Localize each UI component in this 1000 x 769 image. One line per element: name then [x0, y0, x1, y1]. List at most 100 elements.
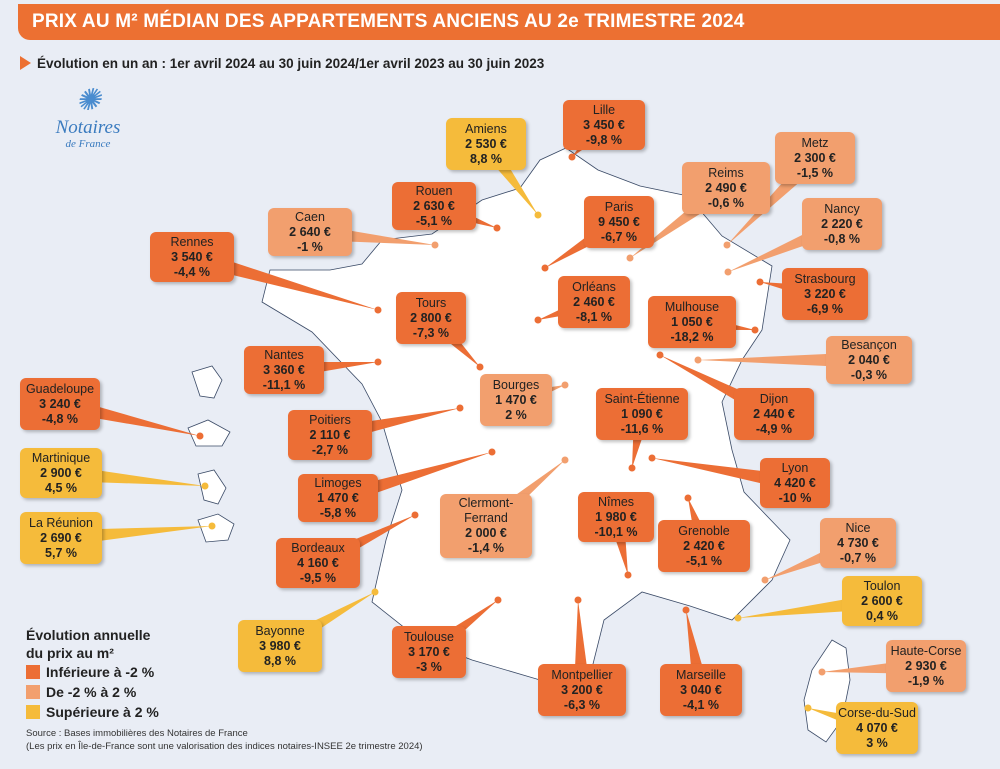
city-price: 2 490 €: [705, 180, 747, 195]
source-line-1: Source : Bases immobilières des Notaires…: [26, 728, 248, 739]
city-name: Nîmes: [597, 494, 635, 509]
city-change: -11,1 %: [262, 377, 306, 392]
city-name: Guadeloupe: [25, 381, 95, 396]
page-title: PRIX AU M² MÉDIAN DES APPARTEMENTS ANCIE…: [18, 4, 1000, 40]
city-change: -0,8 %: [823, 231, 861, 246]
city-dot: [541, 264, 549, 272]
city-change: -10 %: [778, 490, 812, 505]
city-price: 2 220 €: [821, 216, 863, 231]
city-change: -0,7 %: [839, 550, 877, 565]
city-price: 3 170 €: [408, 644, 450, 659]
city-name: Nice: [845, 520, 871, 535]
legend-title-1: Évolution annuelle: [26, 627, 151, 643]
legend-item-inferieure: Inférieure à -2 %: [26, 662, 159, 682]
city-change: -0,3 %: [850, 367, 888, 382]
legend-label: Supérieure à 2 %: [46, 704, 159, 720]
city-callout: Paris 9 450 € -6,7 %: [584, 196, 654, 248]
city-callout: Rennes 3 540 € -4,4 %: [150, 232, 234, 282]
city-callout: Bordeaux 4 160 € -9,5 %: [276, 538, 360, 588]
logo-mark-icon: ✺: [75, 84, 101, 117]
city-callout: Lyon 4 420 € -10 %: [760, 458, 830, 508]
city-price: 1 050 €: [671, 314, 713, 329]
city-dot: [756, 278, 764, 286]
city-dot: [574, 596, 582, 604]
city-price: 3 360 €: [263, 362, 305, 377]
city-price: 2 800 €: [410, 310, 452, 325]
city-price: 2 000 €: [465, 526, 507, 540]
city-dot: [804, 704, 812, 712]
city-dot: [374, 358, 382, 366]
city-name: Rennes: [170, 234, 214, 249]
city-change: -4,1 %: [682, 697, 720, 712]
city-dot: [723, 241, 731, 249]
city-change: 3 %: [866, 735, 888, 750]
subtitle: Évolution en un an : 1er avril 2024 au 3…: [20, 56, 544, 71]
subtitle-text: Évolution en un an : 1er avril 2024 au 3…: [37, 56, 545, 71]
city-price: 1 980 €: [595, 509, 637, 524]
city-change: -0,6 %: [707, 195, 745, 210]
legend-swatch: [26, 665, 40, 679]
city-change: -1,4 %: [467, 541, 505, 555]
city-callout: Limoges 1 470 € -5,8 %: [298, 474, 378, 522]
city-name: Orléans: [572, 279, 616, 294]
city-dot: [493, 224, 501, 232]
city-price: 2 640 €: [289, 224, 331, 239]
city-name: Dijon: [759, 391, 789, 406]
city-dot: [488, 448, 496, 456]
city-change: -4,4 %: [173, 264, 211, 279]
city-change: -10,1 %: [594, 524, 638, 539]
legend-label: De -2 % à 2 %: [46, 684, 137, 700]
city-name: Rouen: [415, 183, 453, 198]
city-name: Besançon: [841, 337, 897, 352]
city-callout: Marseille 3 040 € -4,1 %: [660, 664, 742, 716]
city-change: -11,6 %: [620, 421, 664, 436]
city-change: -7,3 %: [412, 325, 450, 340]
city-callout: Guadeloupe 3 240 € -4,8 %: [20, 378, 100, 430]
city-price: 4 070 €: [856, 720, 898, 735]
city-change: -1,9 %: [907, 673, 945, 688]
city-dot: [724, 268, 732, 276]
city-callout: Mulhouse 1 050 € -18,2 %: [648, 296, 736, 348]
source-line-2: (Les prix en Île-de-France sont une valo…: [26, 741, 423, 752]
reunion-island: [197, 513, 235, 543]
city-dot: [196, 432, 204, 440]
city-callout: Metz 2 300 € -1,5 %: [775, 132, 855, 184]
guadeloupe-island: [187, 365, 231, 447]
city-dot: [374, 306, 382, 314]
city-price: 2 900 €: [40, 465, 82, 480]
city-callout: Toulouse 3 170 € -3 %: [392, 626, 466, 678]
martinique-island: [197, 469, 227, 505]
city-price: 3 040 €: [680, 682, 722, 697]
city-price: 2 930 €: [905, 658, 947, 673]
city-name: Bordeaux: [291, 540, 345, 555]
city-change: 5,7 %: [45, 545, 77, 560]
city-callout: Orléans 2 460 € -8,1 %: [558, 276, 630, 328]
city-name: Mulhouse: [664, 299, 720, 314]
city-price: 9 450 €: [598, 214, 640, 229]
city-name: Caen: [295, 209, 325, 224]
city-dot: [201, 482, 209, 490]
city-price: 3 450 €: [583, 117, 625, 132]
legend-swatch: [26, 685, 40, 699]
city-dot: [818, 668, 826, 676]
city-change: -1 %: [297, 239, 323, 254]
city-change: -3 %: [416, 659, 442, 674]
city-dot: [476, 363, 484, 371]
logo-line2: de France: [65, 138, 111, 150]
legend-item-superieure: Supérieure à 2 %: [26, 702, 159, 722]
city-callout: Dijon 2 440 € -4,9 %: [734, 388, 814, 440]
legend-label: Inférieure à -2 %: [46, 664, 155, 680]
city-price: 2 110 €: [309, 427, 351, 442]
city-dot: [761, 576, 769, 584]
city-name: Montpellier: [551, 667, 613, 682]
source-note: Source : Bases immobilières des Notaires…: [26, 727, 423, 753]
city-name: Marseille: [675, 667, 726, 682]
city-price: 2 630 €: [413, 198, 455, 213]
city-callout: Reims 2 490 € -0,6 %: [682, 162, 770, 214]
city-name: Limoges: [314, 475, 362, 490]
city-price: 3 240 €: [39, 396, 81, 411]
city-price: 1 470 €: [495, 392, 537, 407]
city-change: -6,9 %: [806, 301, 844, 316]
city-name: Metz: [801, 135, 829, 150]
city-change: 8,8 %: [264, 653, 296, 668]
